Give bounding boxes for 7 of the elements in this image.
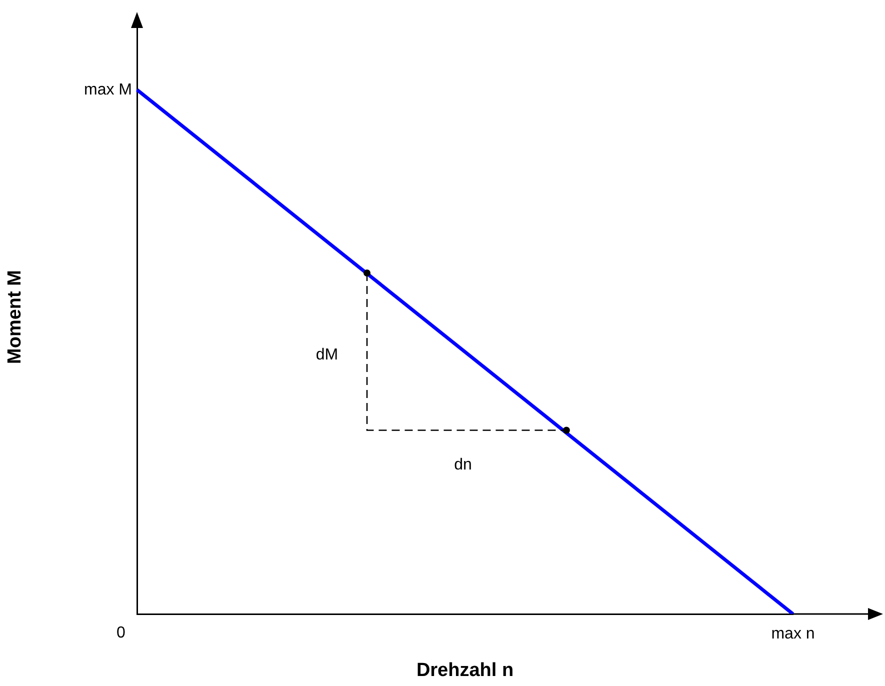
text: 0 xyxy=(116,624,126,642)
text: max n xyxy=(771,625,815,642)
annotation: dn xyxy=(454,456,472,474)
x-axis-title: Drehzahl n xyxy=(416,660,514,681)
annotation: dM xyxy=(316,346,338,364)
annotation: max M xyxy=(84,81,132,98)
y-axis-title: Moment M xyxy=(4,270,26,364)
